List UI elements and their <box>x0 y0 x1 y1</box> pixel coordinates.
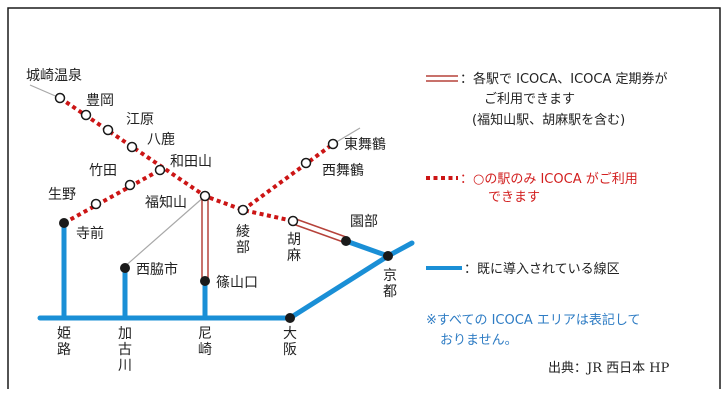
dotted-line-maizuru <box>241 142 335 212</box>
legend-all-stations-line2: ご利用できます <box>484 91 575 107</box>
some-station-lines <box>58 96 335 225</box>
station-marker-gobara <box>287 215 299 227</box>
station-marker-takeda <box>124 179 136 191</box>
label-wadayama: 和田山 <box>170 154 212 170</box>
station-marker-fukuchiyama <box>199 190 211 202</box>
label-himeji: 姫路 <box>57 326 71 358</box>
filled-stations <box>59 218 393 323</box>
source-credit: 出典：JR 西日本 HP <box>548 361 670 376</box>
map-border <box>7 7 721 393</box>
label-ebara: 江原 <box>126 112 154 128</box>
label-amagasaki: 尼崎 <box>198 326 212 358</box>
legend-all-stations-line3: (福知山駅、胡麻駅を含む) <box>472 112 625 128</box>
station-marker-nishiwaki <box>120 263 130 273</box>
station-marker-teramae <box>59 218 69 228</box>
station-marker-ayabe <box>237 204 249 216</box>
label-takeda: 竹田 <box>89 163 117 179</box>
station-marker-osaka <box>285 313 295 323</box>
label-osaka: 大阪 <box>283 326 297 358</box>
gray-line-nishiwaki <box>122 195 206 269</box>
label-kinosaki: 城崎温泉 <box>26 67 82 84</box>
label-teramae: 寺前 <box>76 225 104 242</box>
legend-some-stations-line1: ：○の駅のみ ICOCA がご利用 <box>460 171 638 187</box>
label-sasayamaguchi: 篠山口 <box>216 275 258 291</box>
gray-line-kinosaki <box>29 84 61 99</box>
double-line-d <box>292 223 347 244</box>
station-marker-ebara <box>102 124 114 136</box>
label-gobara: 胡麻 <box>287 232 301 264</box>
label-yoka: 八鹿 <box>147 131 175 148</box>
legend: ：各駅で ICOCA、ICOCA 定期券が ご利用できます (福知山駅、胡麻駅を… <box>426 71 668 348</box>
legend-all-stations-line1: ：各駅で ICOCA、ICOCA 定期券が <box>460 71 668 87</box>
double-line-c <box>292 217 347 238</box>
label-ikuno: 生野 <box>48 187 76 203</box>
dotted-line-sanin <box>58 96 294 223</box>
label-toyooka: 豊岡 <box>86 93 114 109</box>
dotted-line-bantan <box>63 168 161 225</box>
label-kyoto: 京都 <box>383 268 397 300</box>
station-marker-wadayama <box>154 164 166 176</box>
blue-line-sonobe-kyoto <box>343 238 391 259</box>
label-fukuchiyama: 福知山 <box>145 194 187 211</box>
station-marker-nishi-maizuru <box>300 157 312 169</box>
all-station-lines <box>201 196 347 281</box>
note-line1: ※すべての ICOCA エリアは表記して <box>426 312 640 328</box>
station-marker-sasayamaguchi <box>200 276 210 286</box>
label-nishi-maizuru: 西舞鶴 <box>322 162 364 179</box>
station-marker-yoka <box>126 141 138 153</box>
label-ayabe: 綾部 <box>236 224 250 256</box>
label-kakogawa: 加古川 <box>118 326 132 374</box>
station-marker-toyooka <box>80 109 92 121</box>
label-nishiwaki: 西脇市 <box>136 261 178 278</box>
note-line2: おりません。 <box>440 333 518 348</box>
label-higashi-maizuru: 東舞鶴 <box>344 136 386 153</box>
station-marker-ikuno <box>90 198 102 210</box>
station-labels: 城崎温泉 豊岡 江原 八鹿 和田山 竹田 生野 寺前 福知山 東舞鶴 西舞鶴 園… <box>26 67 386 291</box>
station-marker-kyoto <box>383 251 393 261</box>
label-sonobe: 園部 <box>350 214 378 230</box>
hollow-stations <box>54 92 339 227</box>
station-marker-kinosaki <box>54 92 66 104</box>
station-marker-higashi-maizuru <box>327 138 339 150</box>
station-marker-sonobe <box>341 236 351 246</box>
legend-existing: ：既に導入されている線区 <box>464 261 620 277</box>
legend-some-stations-line2: できます <box>488 190 540 205</box>
